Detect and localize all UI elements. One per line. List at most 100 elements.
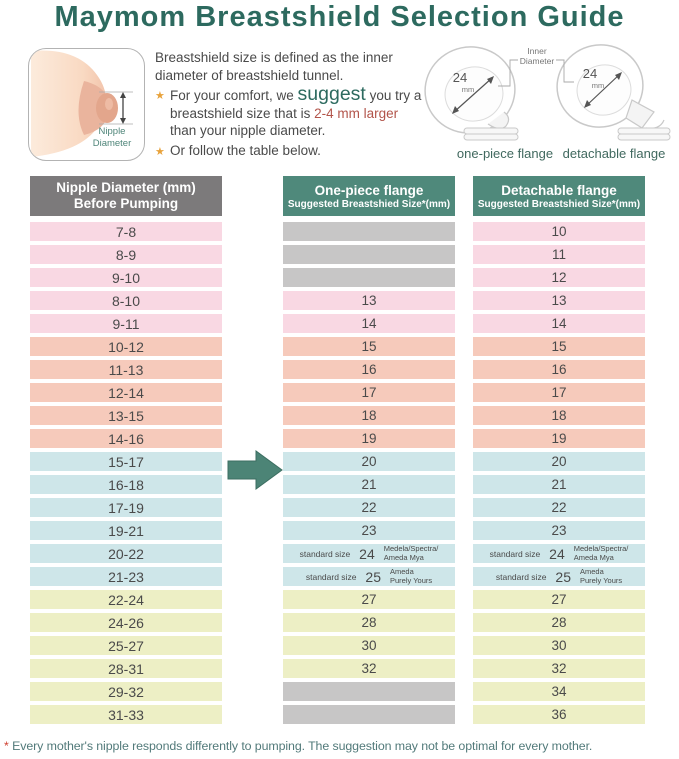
star-icon: ★ <box>155 90 165 102</box>
header-detachable-line1: Detachable flange <box>501 182 617 198</box>
flange2-size-unit: mm <box>592 81 605 90</box>
page-title: Maymom Breastshield Selection Guide <box>54 1 625 33</box>
table-cell: 10-12 <box>30 337 222 356</box>
table-cell: 30 <box>283 636 455 655</box>
cell-text: 25 <box>365 568 381 585</box>
header-detachable-line2: Suggested Breastshied Size*(mm) <box>477 198 641 210</box>
header-nipple-line2: Before Pumping <box>73 196 179 211</box>
column-nipple-diameter: 7-8 8-9 9-10 8-10 9-11 10-12 11-13 12-14 13-15 14… <box>30 222 222 724</box>
cell-text: standard size <box>489 548 541 559</box>
table-cell <box>283 268 455 287</box>
table-cell: 17-19 <box>30 498 222 517</box>
nipple-diameter-diagram: Nipple Diameter <box>28 48 145 161</box>
table-cell: 20 <box>473 452 645 471</box>
table-cell: 13 <box>473 291 645 310</box>
nipple-diameter-label: Nipple Diameter <box>86 126 138 150</box>
table-cell: 13 <box>283 291 455 310</box>
table-cell: 23 <box>473 521 645 540</box>
table-cell: 21 <box>283 475 455 494</box>
table-cell: standard size 24 Medela/Spectra/Ameda Mya <box>283 544 455 563</box>
cell-text: standard size <box>305 571 357 582</box>
inner-diameter-callout: Inner Diameter <box>498 46 574 87</box>
nipple-label-line1: Nipple <box>98 126 126 137</box>
cell-text: Medela/Spectra/Ameda Mya <box>383 544 439 562</box>
header-onepiece-line2: Suggested Breastshied Size*(mm) <box>287 198 451 210</box>
table-cell: 21-23 <box>30 567 222 586</box>
intro-line1: Breastshield size is defined as the inne… <box>155 50 393 83</box>
detachable-flange-icon: 24 mm <box>556 44 671 141</box>
table-cell: 11-13 <box>30 360 222 379</box>
table-cell <box>283 222 455 241</box>
cell-text: Ameda Purely Yours <box>580 567 623 585</box>
star-icon: ★ <box>155 145 165 158</box>
cell-text: 24 <box>359 545 375 562</box>
bullet1-mid: you try a breastshield size that is <box>170 88 422 121</box>
cell-text: Medela/Spectra/Ameda Mya <box>573 544 629 562</box>
cell-text: standard size <box>495 571 547 582</box>
table-cell: 27 <box>283 590 455 609</box>
table-cell: 24-26 <box>30 613 222 632</box>
right-arrow-icon <box>227 450 283 490</box>
intro-text: Breastshield size is defined as the inne… <box>155 49 427 159</box>
table-cell: standard size 25 Ameda Purely Yours <box>473 567 645 586</box>
table-cell: 27 <box>473 590 645 609</box>
table-cell: 15 <box>283 337 455 356</box>
table-cell: 23 <box>283 521 455 540</box>
table-cell: 29-32 <box>30 682 222 701</box>
bullet1-suggest: suggest <box>297 83 366 105</box>
table-cell: 14-16 <box>30 429 222 448</box>
header-one-piece-flange: One-piece flange Suggested Breastshied S… <box>283 176 455 216</box>
bullet2-text: Or follow the table below. <box>170 142 321 158</box>
table-cell: 12 <box>473 268 645 287</box>
table-cell: 17 <box>473 383 645 402</box>
inner-diameter-line1: Inner <box>527 46 547 56</box>
one-piece-flange-caption: one-piece flange <box>456 146 554 161</box>
header-nipple-diameter: Nipple Diameter (mm) Before Pumping <box>30 176 222 216</box>
column-one-piece: 13 14 15 16 17 18 19 20 21 22 23 standard size 24 Med… <box>283 222 455 724</box>
table-cell: 11 <box>473 245 645 264</box>
table-cell: 14 <box>283 314 455 333</box>
intro-bullet-1: ★ For your comfort, we suggest you try a … <box>155 83 427 140</box>
footnote-asterisk: * <box>4 739 9 753</box>
table-cell: 22 <box>473 498 645 517</box>
one-piece-flange-icon: 24 mm <box>424 46 519 141</box>
flange1-size-unit: mm <box>462 85 475 94</box>
table-cell <box>283 682 455 701</box>
table-cell: 22-24 <box>30 590 222 609</box>
table-cell: 20-22 <box>30 544 222 563</box>
bullet1-highlight: 2-4 mm larger <box>314 105 399 121</box>
table-cell: 28-31 <box>30 659 222 678</box>
table-cell: 15-17 <box>30 452 222 471</box>
table-cell: 9-10 <box>30 268 222 287</box>
table-cell: 30 <box>473 636 645 655</box>
table-cell: 15 <box>473 337 645 356</box>
table-cell <box>283 705 455 724</box>
header-detachable-flange: Detachable flange Suggested Breastshied … <box>473 176 645 216</box>
table-cell: 16-18 <box>30 475 222 494</box>
inner-diameter-line2: Diameter <box>520 56 555 66</box>
table-cell: 10 <box>473 222 645 241</box>
flange2-size-value: 24 <box>583 66 597 81</box>
table-cell: 34 <box>473 682 645 701</box>
bullet1-pre: For your comfort, we <box>170 88 298 103</box>
table-cell: 14 <box>473 314 645 333</box>
detachable-flange-caption: detachable flange <box>562 146 666 161</box>
table-cell: 32 <box>473 659 645 678</box>
table-cell: 22 <box>283 498 455 517</box>
table-cell: 8-9 <box>30 245 222 264</box>
footnote: * Every mother's nipple responds differe… <box>4 739 676 753</box>
cell-text: 24 <box>549 545 565 562</box>
table-cell: 19 <box>473 429 645 448</box>
table-cell: 16 <box>473 360 645 379</box>
table-cell: 36 <box>473 705 645 724</box>
bullet1-post: than your nipple diameter. <box>170 123 326 138</box>
table-cell: 17 <box>283 383 455 402</box>
table-cell: standard size 24 Medela/Spectra/Ameda Mya <box>473 544 645 563</box>
cell-text: 25 <box>555 568 571 585</box>
table-cell <box>283 245 455 264</box>
footnote-text: Every mother's nipple responds different… <box>8 739 593 753</box>
nipple-label-line2: Diameter <box>92 138 132 149</box>
cell-text: standard size <box>299 548 351 559</box>
table-cell: 16 <box>283 360 455 379</box>
table-cell: 32 <box>283 659 455 678</box>
